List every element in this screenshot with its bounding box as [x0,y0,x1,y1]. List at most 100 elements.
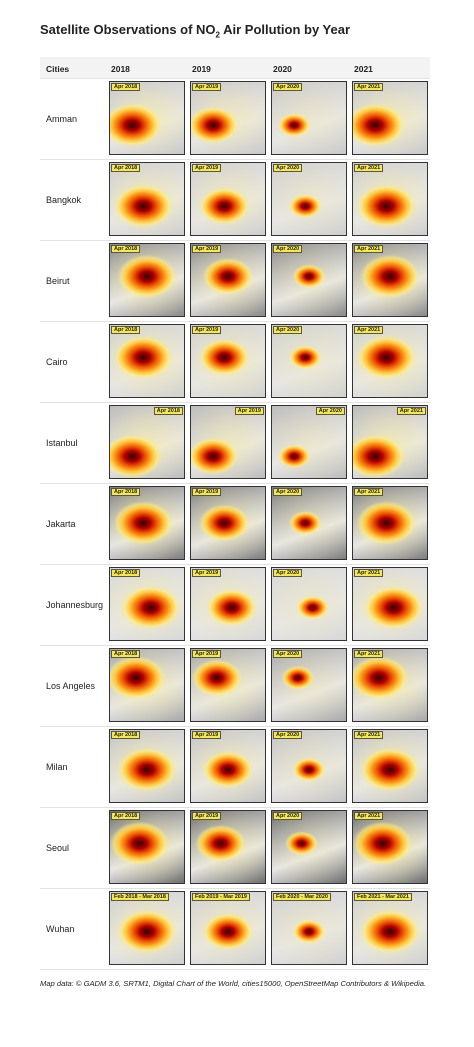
satellite-map: Feb 2021 - Mar 2021 [352,891,428,965]
satellite-map: Apr 2019 [190,162,266,236]
map-label: Apr 2020 [273,812,303,820]
satellite-map: Apr 2021 [352,729,428,803]
satellite-map: Apr 2020 [271,81,347,155]
satellite-map: Apr 2019 [190,243,266,317]
map-label: Apr 2021 [354,731,384,739]
satellite-map: Apr 2018 [109,810,185,884]
city-name: Seoul [46,843,70,853]
map-label: Apr 2018 [153,407,183,415]
satellite-map: Apr 2020 [271,162,347,236]
satellite-map: Apr 2021 [352,162,428,236]
satellite-map: Apr 2020 [271,486,347,560]
satellite-map: Apr 2021 [352,81,428,155]
city-name: Jakarta [46,519,76,529]
column-header: 2018 [111,64,130,74]
map-label: Apr 2021 [354,650,384,658]
row-divider [40,564,430,565]
satellite-map: Apr 2020 [271,324,347,398]
map-label: Apr 2019 [192,488,222,496]
city-name: Johannesburg [46,600,104,610]
city-name: Bangkok [46,195,82,205]
map-label: Apr 2018 [111,569,141,577]
map-label: Apr 2021 [354,569,384,577]
satellite-map: Apr 2018 [109,162,185,236]
title-subscript: 2 [215,30,220,40]
row-divider [40,483,430,484]
map-label: Apr 2020 [273,164,303,172]
map-label: Apr 2018 [111,245,141,253]
satellite-map: Apr 2018 [109,729,185,803]
satellite-map: Apr 2018 [109,486,185,560]
title-text: Air Pollution by Year [220,22,351,37]
table-header [40,57,430,78]
map-label: Apr 2021 [354,488,384,496]
satellite-map: Apr 2021 [352,567,428,641]
map-label: Apr 2018 [111,812,141,820]
row-divider [40,888,430,889]
map-label: Apr 2018 [111,731,141,739]
map-label: Apr 2018 [111,650,141,658]
satellite-map: Apr 2019 [190,405,266,479]
map-label: Apr 2019 [192,245,222,253]
map-label: Apr 2018 [111,83,141,91]
map-label: Apr 2020 [273,83,303,91]
satellite-map: Apr 2021 [352,648,428,722]
column-header: 2020 [273,64,292,74]
row-divider [40,240,430,241]
map-label: Apr 2019 [192,812,222,820]
map-label: Apr 2020 [273,488,303,496]
map-label: Apr 2021 [354,83,384,91]
row-divider [40,78,430,79]
map-label: Apr 2018 [111,326,141,334]
city-name: Milan [46,762,68,772]
map-label: Apr 2019 [192,650,222,658]
map-label: Apr 2020 [315,407,345,415]
satellite-map: Apr 2019 [190,810,266,884]
satellite-map: Feb 2018 - Mar 2018 [109,891,185,965]
row-divider [40,321,430,322]
map-label: Apr 2018 [111,164,141,172]
city-name: Beirut [46,276,70,286]
city-name: Amman [46,114,78,124]
row-divider [40,159,430,160]
page-title: Satellite Observations of NO2 Air Pollut… [40,22,350,40]
satellite-map: Feb 2019 - Mar 2019 [190,891,266,965]
row-divider [40,726,430,727]
map-label: Apr 2019 [192,326,222,334]
satellite-map: Apr 2019 [190,81,266,155]
satellite-map: Apr 2018 [109,81,185,155]
map-label: Apr 2018 [111,488,141,496]
map-label: Feb 2018 - Mar 2018 [111,893,169,901]
city-name: Istanbul [46,438,78,448]
satellite-map: Apr 2020 [271,567,347,641]
row-divider [40,645,430,646]
satellite-map: Apr 2019 [190,324,266,398]
map-label: Apr 2021 [396,407,426,415]
satellite-map: Feb 2020 - Mar 2020 [271,891,347,965]
row-divider [40,402,430,403]
title-text: Satellite Observations of NO [40,22,216,37]
satellite-map: Apr 2021 [352,810,428,884]
satellite-map: Apr 2020 [271,405,347,479]
map-label: Apr 2019 [192,83,222,91]
map-label: Apr 2021 [354,812,384,820]
satellite-map: Apr 2021 [352,405,428,479]
satellite-map: Apr 2019 [190,486,266,560]
satellite-map: Apr 2021 [352,243,428,317]
map-label: Apr 2020 [273,245,303,253]
map-label: Apr 2021 [354,326,384,334]
column-header: Cities [46,64,70,74]
map-label: Apr 2020 [273,731,303,739]
column-header: 2021 [354,64,373,74]
map-label: Apr 2019 [192,731,222,739]
satellite-map: Apr 2021 [352,486,428,560]
satellite-map: Apr 2018 [109,324,185,398]
footnote: Map data: © GADM 3.6, SRTM1, Digital Cha… [40,979,427,988]
satellite-map: Apr 2021 [352,324,428,398]
satellite-map: Apr 2020 [271,729,347,803]
map-label: Apr 2021 [354,164,384,172]
satellite-map: Apr 2018 [109,243,185,317]
map-label: Apr 2020 [273,326,303,334]
map-label: Apr 2020 [273,650,303,658]
